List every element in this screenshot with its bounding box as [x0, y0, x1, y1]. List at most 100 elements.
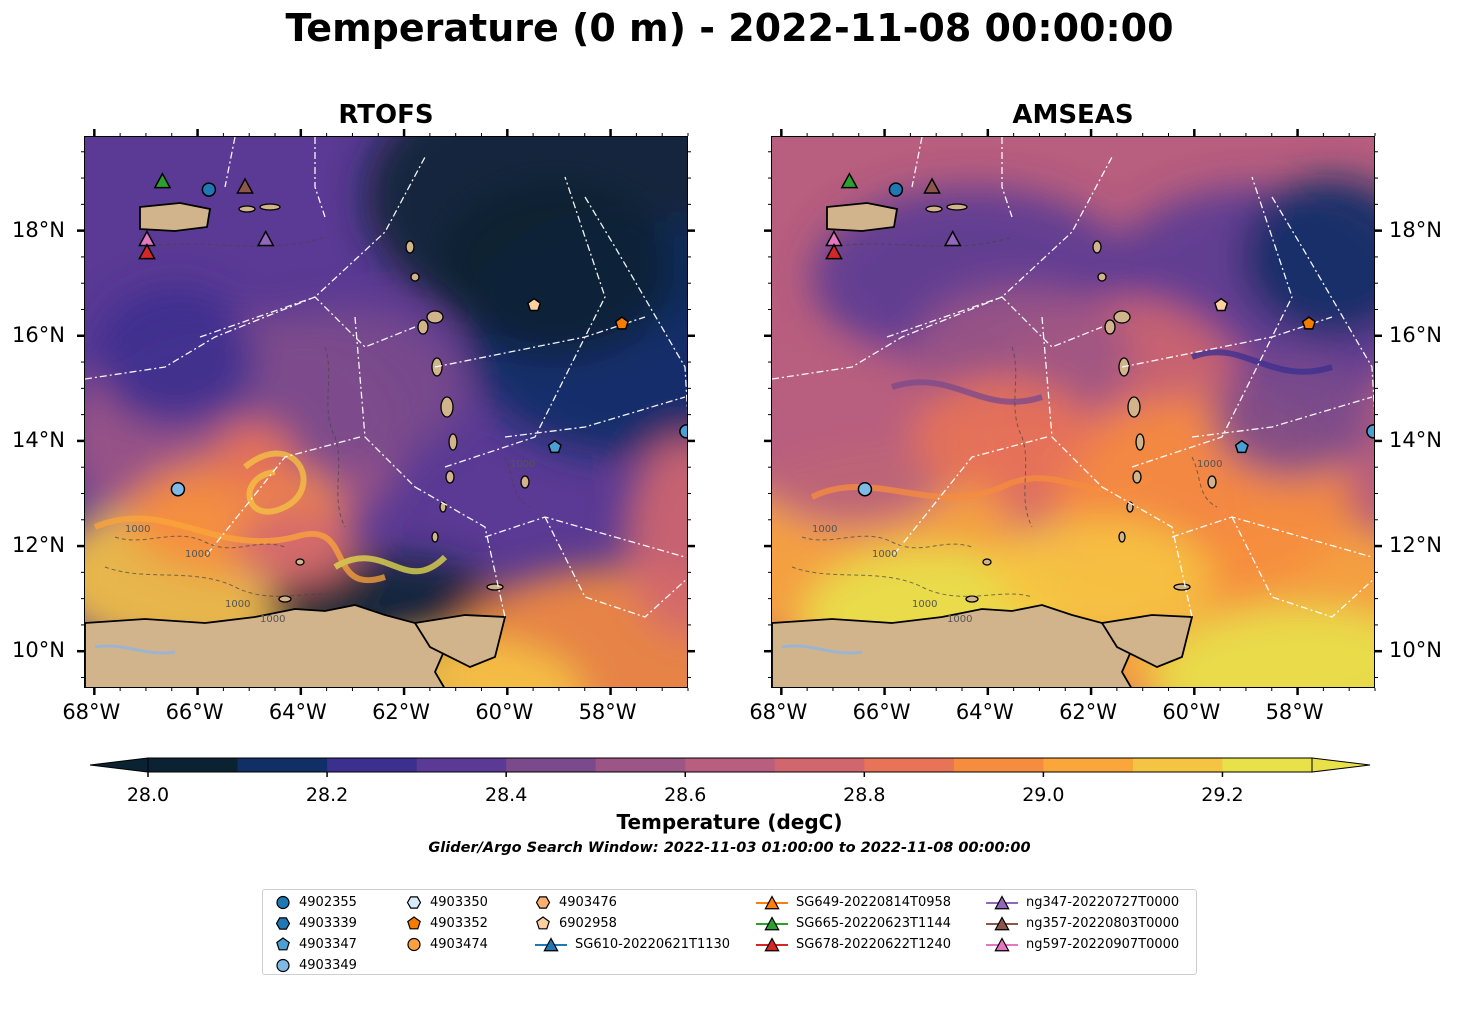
observation-marker [888, 182, 904, 197]
observation-marker [256, 229, 275, 247]
observation-marker [857, 481, 873, 497]
colorbar-bin [148, 758, 239, 772]
colorbar-extend-low [89, 757, 149, 773]
legend-item: SG649-20220814T0958 [756, 892, 951, 912]
panel-title-rtofs: RTOFS [338, 100, 434, 130]
legend-item: SG665-20220623T1144 [756, 913, 951, 933]
legend-label: SG610-20220621T1130 [575, 936, 731, 952]
contour-label: 1000 [185, 549, 210, 560]
legend-marker-icon [276, 958, 290, 973]
observation-marker [1234, 439, 1249, 454]
colorbar-bin [864, 758, 955, 772]
colorbar-bin [1132, 758, 1223, 772]
lat-tick-label: 10°N [1389, 638, 1442, 663]
colorbar-bin [327, 758, 418, 772]
contour-label: 1000 [947, 614, 972, 625]
observation-marker [1366, 424, 1374, 439]
lon-tick-label: 58°W [1265, 700, 1324, 724]
lon-tick-label: 66°W [165, 700, 224, 724]
legend-label: 4903339 [299, 915, 357, 931]
colorbar-bin [774, 758, 865, 772]
figure-title: Temperature (0 m) - 2022-11-08 00:00:00 [285, 6, 1174, 50]
colorbar-title: Temperature (degC) [616, 810, 843, 834]
map-amseas[interactable]: 1000 1000 1000 1000 1000 [771, 136, 1375, 688]
contour-label: 1000 [912, 599, 937, 610]
legend-label: 4903347 [299, 936, 357, 952]
legend-label: SG665-20220623T1144 [796, 915, 952, 931]
colorbar-tick-label: 28.4 [484, 784, 528, 806]
legend-label: 4903476 [559, 894, 617, 910]
observation-marker [943, 229, 962, 247]
lon-tick-label: 60°W [475, 700, 534, 724]
colorbar-bin [1222, 758, 1313, 772]
lon-tick-label: 60°W [1162, 700, 1221, 724]
observation-marker [153, 172, 172, 189]
colorbar-tick-label: 29.2 [1201, 784, 1244, 806]
lat-tick-label: 12°N [12, 533, 65, 558]
colorbar-tick-label: 28.0 [126, 784, 170, 806]
legend-marker-icon [276, 937, 290, 951]
legend-item: 4903347 [275, 934, 357, 954]
contour-label: 1000 [125, 524, 150, 535]
legend-item: 4903349 [275, 955, 357, 975]
search-window-text: Glider/Argo Search Window: 2022-11-03 01… [428, 840, 1031, 856]
legend-item: 4902355 [275, 892, 357, 912]
legend-item: ng347-20220727T0000 [986, 892, 1179, 912]
colorbar-tick-label: 28.6 [664, 784, 707, 806]
legend-marker-icon [756, 916, 788, 931]
lat-tick-label: 18°N [12, 217, 65, 242]
legend-marker-icon [756, 937, 788, 952]
map-rtofs-canvas: 1000 1000 1000 1000 1000 [85, 137, 687, 687]
observation-marker [236, 177, 254, 194]
lat-tick-label: 14°N [12, 427, 65, 452]
legend-marker-icon [276, 895, 290, 910]
colorbar-tick-label: 29.0 [1022, 784, 1065, 806]
panel-title-amseas: AMSEAS [1012, 100, 1134, 130]
lat-tick-label: 14°N [1389, 427, 1442, 452]
legend-marker-icon [407, 937, 421, 952]
lon-tick-label: 68°W [749, 700, 808, 724]
lat-tick-label: 12°N [1389, 533, 1442, 558]
observation-marker [170, 481, 186, 497]
legend-item: SG678-20220622T1240 [756, 934, 951, 954]
lon-tick-label: 64°W [955, 700, 1014, 724]
legend-item: 4903339 [275, 913, 357, 933]
observation-marker [1301, 316, 1316, 330]
legend-label: 4902355 [299, 894, 357, 910]
legend-item: 4903350 [406, 892, 488, 912]
legend-marker-icon [986, 895, 1018, 910]
legend-marker-icon [407, 916, 421, 930]
legend-item: 4903476 [535, 892, 617, 912]
observation-marker [614, 316, 629, 330]
legend-item: ng357-20220803T0000 [986, 913, 1179, 933]
colorbar-bin [685, 758, 776, 772]
colorbar-bin [595, 758, 686, 772]
legend-item: 4903352 [406, 913, 488, 933]
legend-marker-icon [535, 896, 551, 909]
lon-tick-label: 58°W [578, 700, 637, 724]
legend-item: 6902958 [535, 913, 617, 933]
observation-marker [825, 243, 843, 260]
colorbar-bin [416, 758, 507, 772]
legend-marker-icon [536, 916, 550, 930]
map-rtofs[interactable]: 1000 1000 1000 1000 1000 [84, 136, 688, 688]
lon-tick-label: 68°W [62, 700, 121, 724]
observation-marker [923, 177, 941, 194]
lon-tick-label: 64°W [268, 700, 327, 724]
lon-tick-label: 62°W [372, 700, 431, 724]
colorbar-bin [237, 758, 328, 772]
colorbar-bin [506, 758, 597, 772]
legend-item: SG610-20220621T1130 [535, 934, 730, 954]
contour-label: 1000 [225, 599, 250, 610]
legend-label: 4903352 [430, 915, 488, 931]
observation-marker [679, 424, 687, 439]
observation-marker [547, 439, 562, 454]
legend-item: ng597-20220907T0000 [986, 934, 1179, 954]
observation-marker [138, 243, 156, 260]
contour-label: 1000 [812, 524, 837, 535]
legend-label: SG649-20220814T0958 [796, 894, 952, 910]
colorbar [89, 757, 1371, 777]
contour-label: 1000 [1197, 459, 1222, 470]
colorbar-bin [953, 758, 1044, 772]
legend-marker-icon [986, 937, 1018, 952]
